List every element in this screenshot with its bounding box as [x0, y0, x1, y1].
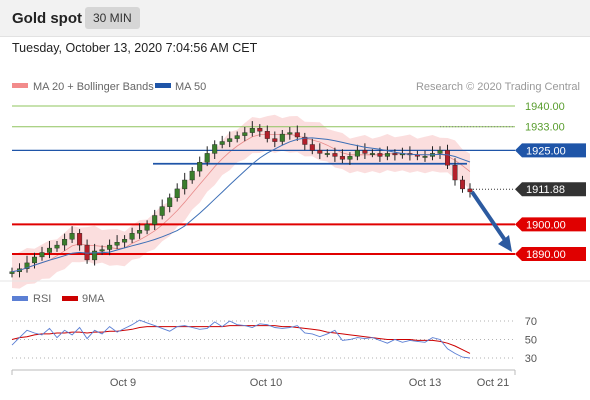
legend-label-ma50: MA 50	[175, 81, 206, 93]
forecast-arrow-shaft	[470, 190, 509, 245]
x-tick-oct-21: Oct 21	[477, 377, 509, 389]
candle-body	[234, 135, 240, 139]
x-tick-oct-9: Oct 9	[110, 377, 136, 389]
rsi-tick-50: 50	[525, 335, 537, 347]
level-tag-1890.00	[515, 247, 586, 261]
instrument-title: Gold spot	[12, 10, 82, 27]
candle-body	[204, 153, 210, 163]
candle-body	[167, 197, 173, 207]
candle-body	[264, 130, 270, 139]
candle-body	[422, 156, 428, 158]
candle-body	[362, 150, 368, 154]
candle-body	[309, 144, 315, 151]
candle-body	[369, 153, 375, 155]
timeframe-button[interactable]: 30 MIN	[85, 7, 140, 29]
level-label-1900.00: 1900.00	[526, 219, 566, 231]
legend-label-9ma: 9MA	[82, 293, 105, 305]
candle-body	[460, 179, 466, 190]
candle-body	[69, 233, 75, 240]
candle-body	[392, 153, 398, 156]
header-bar: Gold spot 30 MIN	[0, 0, 590, 37]
candle-body	[332, 153, 338, 157]
level-tag-1925.00	[515, 143, 586, 158]
candle-body	[384, 153, 390, 157]
candle-body	[452, 164, 458, 181]
candle-body	[9, 271, 15, 274]
legend-swatch-rsi	[12, 296, 28, 301]
x-tick-oct-10: Oct 10	[250, 377, 282, 389]
candle-body	[219, 141, 225, 145]
candle-body	[445, 150, 451, 166]
candle-body	[257, 127, 263, 132]
candle-body	[39, 252, 45, 258]
level-label-1933.00: 1933.00	[525, 122, 565, 134]
candle-body	[317, 150, 323, 154]
candle-body	[107, 244, 113, 250]
candle-body	[324, 153, 330, 155]
candle-body	[129, 233, 135, 240]
legend-label-rsi: RSI	[33, 293, 51, 305]
rsi-tick-30: 30	[525, 353, 537, 365]
level-label-1940.00: 1940.00	[525, 101, 565, 113]
forecast-arrow-head	[498, 235, 512, 252]
candle-body	[339, 156, 345, 160]
legend-swatch-ma50	[155, 83, 171, 88]
candle-body	[62, 238, 68, 246]
candle-body	[47, 247, 53, 253]
candle-body	[54, 244, 60, 249]
x-tick-oct-13: Oct 13	[409, 377, 441, 389]
legend-swatch-9ma	[62, 296, 78, 301]
level-label-1890.00: 1890.00	[526, 249, 566, 261]
candle-body	[212, 144, 218, 154]
candle-body	[279, 133, 285, 142]
candle-body	[152, 215, 158, 225]
last-price-tag	[515, 182, 586, 197]
ma50-line	[11, 137, 471, 273]
candle-body	[272, 138, 278, 142]
candle-body	[377, 153, 383, 157]
candle-body	[24, 262, 30, 269]
candle-body	[122, 238, 128, 243]
chart-datetime: Tuesday, October 13, 2020 7:04:56 AM CET	[12, 41, 258, 55]
candle-body	[249, 127, 255, 133]
last-price-label: 1911.88	[526, 184, 565, 196]
bollinger-band	[12, 114, 470, 289]
candle-body	[287, 132, 293, 135]
rsi-tick-70: 70	[525, 316, 537, 328]
candle-body	[347, 156, 353, 160]
candle-body	[227, 138, 233, 142]
candle-body	[174, 188, 180, 198]
level-label-1925.00: 1925.00	[526, 145, 566, 157]
level-tag-1900.00	[515, 217, 586, 232]
candle-body	[437, 150, 443, 154]
candle-body	[294, 132, 300, 138]
candle-body	[197, 161, 203, 172]
candle-body	[114, 241, 120, 246]
candle-body	[137, 230, 143, 234]
candle-body	[144, 224, 150, 231]
candle-body	[159, 206, 165, 216]
source-credit: Research © 2020 Trading Central	[416, 81, 580, 93]
candle-body	[354, 150, 360, 157]
candle-body	[92, 250, 98, 261]
legend-label-ma20: MA 20 + Bollinger Bands	[33, 81, 154, 93]
legend-swatch-ma20	[12, 83, 28, 88]
candle-body	[189, 170, 195, 181]
candle-body	[77, 233, 83, 246]
candle-body	[467, 188, 473, 193]
candle-body	[242, 132, 248, 136]
candle-body	[302, 136, 308, 145]
candle-body	[182, 179, 188, 190]
candle-body	[32, 256, 38, 264]
rsi-line	[11, 319, 471, 359]
candle-body	[99, 249, 105, 252]
